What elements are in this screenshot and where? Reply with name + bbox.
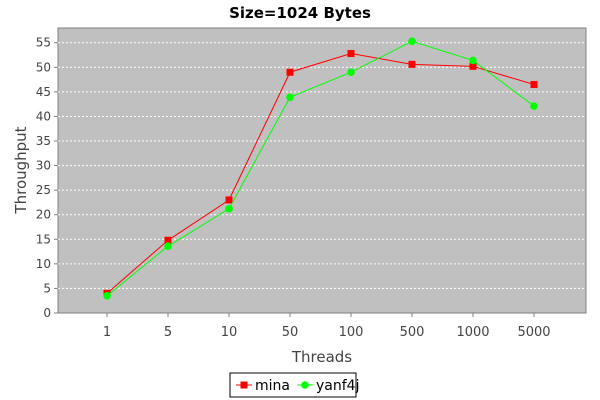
legend-item-mina: mina [236, 378, 290, 394]
data-point [225, 205, 233, 213]
data-point [530, 102, 538, 110]
data-point [164, 242, 172, 250]
y-tick-label: 10 [36, 257, 51, 271]
x-tick-label: 10 [221, 325, 238, 340]
y-tick-label: 30 [36, 159, 51, 173]
y-tick-label: 5 [43, 281, 51, 295]
legend: mina yanf4j [229, 372, 359, 398]
plot-area [57, 27, 587, 314]
legend-marker [301, 381, 309, 389]
legend-item-yanf4j: yanf4j [297, 378, 359, 394]
chart-title: Size=1024 Bytes [229, 4, 371, 22]
data-point [286, 68, 294, 76]
y-tick-label: 55 [36, 36, 51, 50]
x-tick-label: 5 [164, 325, 172, 340]
data-point [408, 37, 416, 46]
series-line [106, 40, 535, 297]
data-point [225, 196, 233, 204]
data-point [347, 68, 355, 77]
y-axis-ticks: 0 5 10 15 20 25 30 35 40 45 50 55 [36, 36, 51, 320]
data-point [164, 236, 172, 244]
x-tick-label: 1000 [456, 325, 489, 340]
legend-label: mina [255, 378, 290, 394]
y-tick-label: 15 [36, 232, 51, 246]
x-axis-ticks: 1 5 10 50 100 500 1000 5000 [103, 325, 551, 340]
y-tick-label: 20 [36, 208, 51, 222]
y-tick-label: 50 [36, 60, 51, 74]
y-tick-label: 35 [36, 134, 51, 148]
y-tick-label: 40 [36, 109, 51, 123]
x-tick-label: 50 [282, 325, 299, 340]
x-tick-label: 5000 [517, 325, 550, 340]
series-line [106, 53, 535, 294]
x-tick-label: 1 [103, 325, 111, 340]
data-point [530, 81, 538, 89]
x-axis-label: Threads [291, 348, 352, 366]
y-tick-label: 25 [36, 183, 51, 197]
data-point [347, 50, 355, 58]
data-point [103, 292, 111, 300]
legend-marker [240, 381, 248, 389]
legend-label: yanf4j [316, 378, 359, 394]
series-yanf4j [103, 37, 538, 300]
data-point [469, 62, 477, 70]
data-point [469, 56, 477, 65]
x-tick-label: 100 [339, 325, 364, 340]
y-tick-label: 45 [36, 85, 51, 99]
data-point [286, 93, 294, 102]
y-tick-label: 0 [43, 306, 51, 320]
y-axis-label: Throughput [12, 126, 30, 214]
data-point [408, 60, 416, 68]
data-series [103, 37, 538, 300]
x-tick-label: 500 [400, 325, 425, 340]
axes [54, 42, 535, 317]
